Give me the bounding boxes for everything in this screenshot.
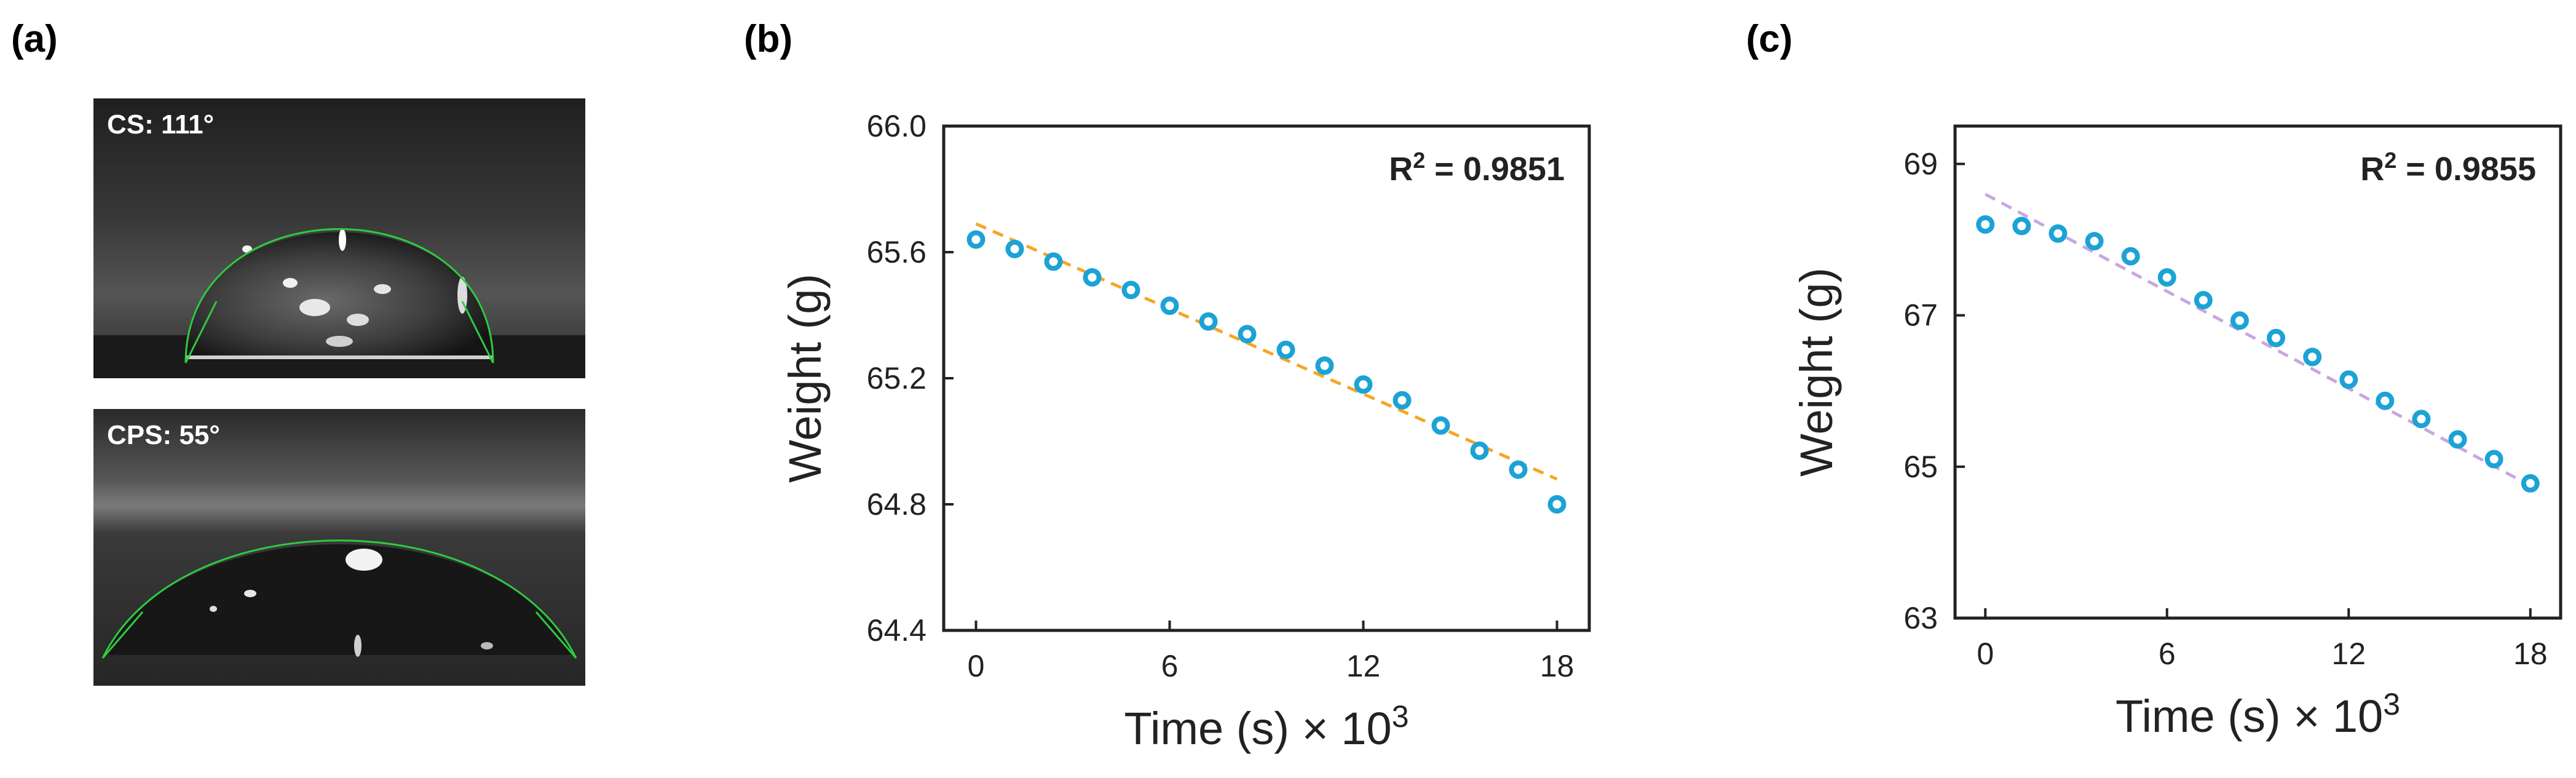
data-point [1431,416,1450,435]
data-point [2412,410,2431,429]
y-axis-label: Weight (g) [1791,268,1842,477]
data-point [1044,252,1063,271]
data-point [1547,495,1567,514]
y-tick-label: 67 [1903,298,1938,333]
cps-droplet-image [93,409,585,686]
weight-chart-b: 0 6 12 18 64.4 64.8 65.2 65.6 66.0 Time (s) × 103… [780,109,1591,754]
data-point [1005,239,1024,258]
fit-line [1985,193,2531,487]
data-point [2085,232,2104,251]
data-point [1393,391,1412,410]
fit-line [975,222,1558,481]
data-point [2194,291,2213,310]
x-tick-label: 18 [1540,649,1574,683]
data-point [1976,215,1995,234]
data-point [1083,268,1102,287]
x-axis-label: Time (s) × 103 [1124,699,1409,754]
data-point [2267,328,2286,347]
data-point [2448,430,2467,449]
data-point [2121,247,2140,266]
y-tick-label: 69 [1903,147,1938,181]
y-tick-label: 66.0 [867,109,926,143]
cps-contact-line [101,539,577,659]
data-point [1276,340,1295,359]
plot-frame [942,124,1591,632]
x-tick-label: 12 [1346,649,1381,683]
x-axis-label: Time (s) × 103 [2116,687,2400,742]
data-point [1509,460,1528,479]
panel-label-a: (a) [11,18,58,60]
data-point [2484,450,2503,469]
data-point [1121,280,1140,300]
data-point [1315,356,1334,375]
data-point [1199,312,1218,331]
y-tick-label: 65 [1903,450,1938,484]
data-point [2012,216,2031,236]
y-axis-label: Weight (g) [780,274,831,483]
r-squared-annotation: R2 = 0.9855 [2360,148,2536,188]
x-tick-label: 12 [2331,637,2366,671]
plot-frame [1953,124,2562,620]
data-point [2303,347,2322,367]
data-point [1238,325,1257,344]
contact-angle-photo-cs: CS: 111° [93,98,585,378]
cs-droplet-image [93,98,585,378]
data-point [966,230,986,249]
y-tick-label: 65.2 [867,361,926,395]
x-tick-label: 18 [2513,637,2548,671]
cs-caption: CS: 111° [107,109,215,140]
r-squared-annotation: R2 = 0.9851 [1389,148,1565,188]
data-point [2521,474,2540,493]
y-tick-label: 63 [1903,601,1938,635]
data-point [2339,370,2358,389]
data-point [2049,224,2068,243]
cs-contact-line [184,228,494,363]
panel-label-c: (c) [1746,18,1793,60]
data-point [1160,296,1179,316]
y-tick-label: 64.4 [867,613,926,648]
x-tick-label: 0 [968,649,985,683]
data-point [2157,268,2176,287]
data-point [2230,311,2249,330]
y-tick-label: 65.6 [867,235,926,269]
x-tick-label: 6 [1161,649,1179,683]
x-tick-label: 0 [1977,637,1994,671]
y-tick-label: 64.8 [867,487,926,522]
data-point [2376,391,2395,410]
contact-angle-photo-cps: CPS: 55° [93,409,585,686]
cps-caption: CPS: 55° [107,420,220,450]
panel-label-b: (b) [744,18,793,60]
weight-chart-c: 0 6 12 18 63 65 67 69 Time (s) × 103 Weight (g) R2… [1791,124,2562,742]
data-point [1470,441,1489,460]
data-point [1354,375,1373,394]
x-tick-label: 6 [2159,637,2176,671]
